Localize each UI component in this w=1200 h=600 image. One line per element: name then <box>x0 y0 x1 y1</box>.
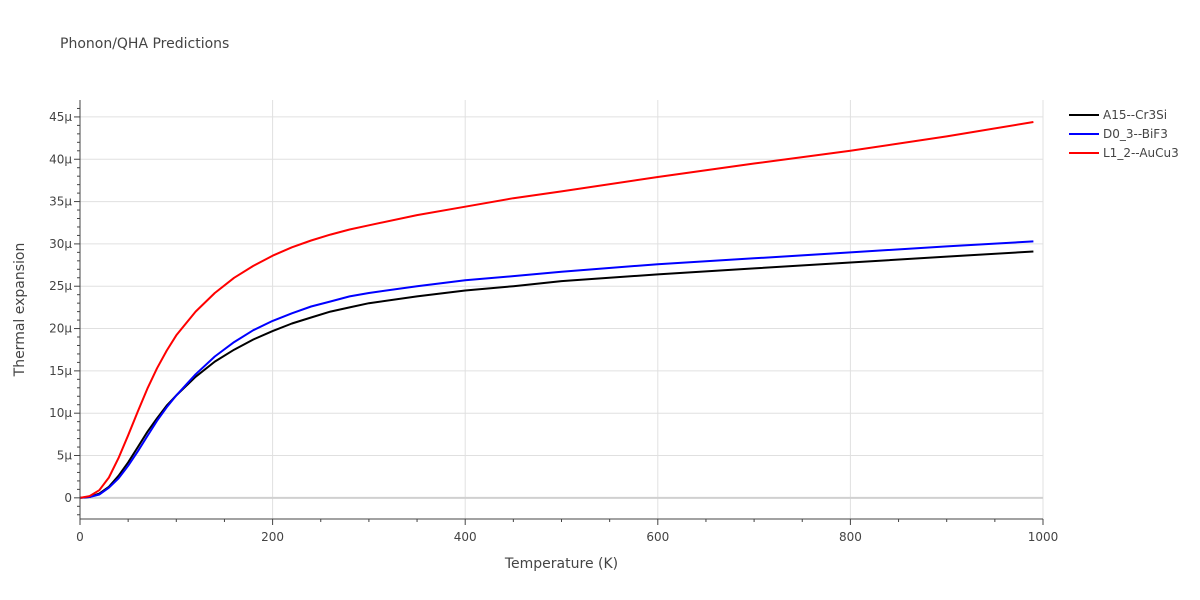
x-tick-labels: 0 200 400 600 800 1000 <box>76 530 1058 544</box>
legend-label: A15--Cr3Si <box>1103 108 1167 122</box>
series-line-A15--Cr3Si <box>79 250 1034 499</box>
x-tick-label: 800 <box>839 530 862 544</box>
x-tick-label: 600 <box>646 530 669 544</box>
y-tick-label: 15μ <box>49 364 72 378</box>
y-tick-label: 40μ <box>49 152 72 166</box>
y-tick-label: 20μ <box>49 322 72 336</box>
x-tick-label: 400 <box>454 530 477 544</box>
y-tick-label: 45μ <box>49 110 72 124</box>
axes <box>74 100 1044 525</box>
y-axis-title: Thermal expansion <box>12 243 28 378</box>
legend-label: D0_3--BiF3 <box>1103 127 1168 141</box>
chart-title: Phonon/QHA Predictions <box>60 36 230 52</box>
y-tick-label: 25μ <box>49 279 72 293</box>
legend: A15--Cr3Si D0_3--BiF3 L1_2--AuCu3 <box>1069 108 1179 160</box>
x-tick-label: 200 <box>261 530 284 544</box>
y-tick-label: 5μ <box>57 449 73 463</box>
series-line-L1_2--AuCu3 <box>79 121 1034 499</box>
y-tick-label: 35μ <box>49 195 72 209</box>
x-tick-label: 0 <box>76 530 84 544</box>
series-lines <box>79 121 1034 499</box>
x-tick-label: 1000 <box>1028 530 1059 544</box>
grid-lines <box>80 100 1044 519</box>
y-tick-labels: 0 5μ 10μ 15μ 20μ 25μ 30μ 35μ 40μ 45μ <box>49 110 72 505</box>
y-tick-label: 30μ <box>49 237 72 251</box>
y-tick-label: 0 <box>64 491 72 505</box>
x-axis-title: Temperature (K) <box>504 556 618 572</box>
legend-label: L1_2--AuCu3 <box>1103 146 1179 160</box>
y-tick-label: 10μ <box>49 406 72 420</box>
series-line-D0_3--BiF3 <box>79 240 1034 499</box>
